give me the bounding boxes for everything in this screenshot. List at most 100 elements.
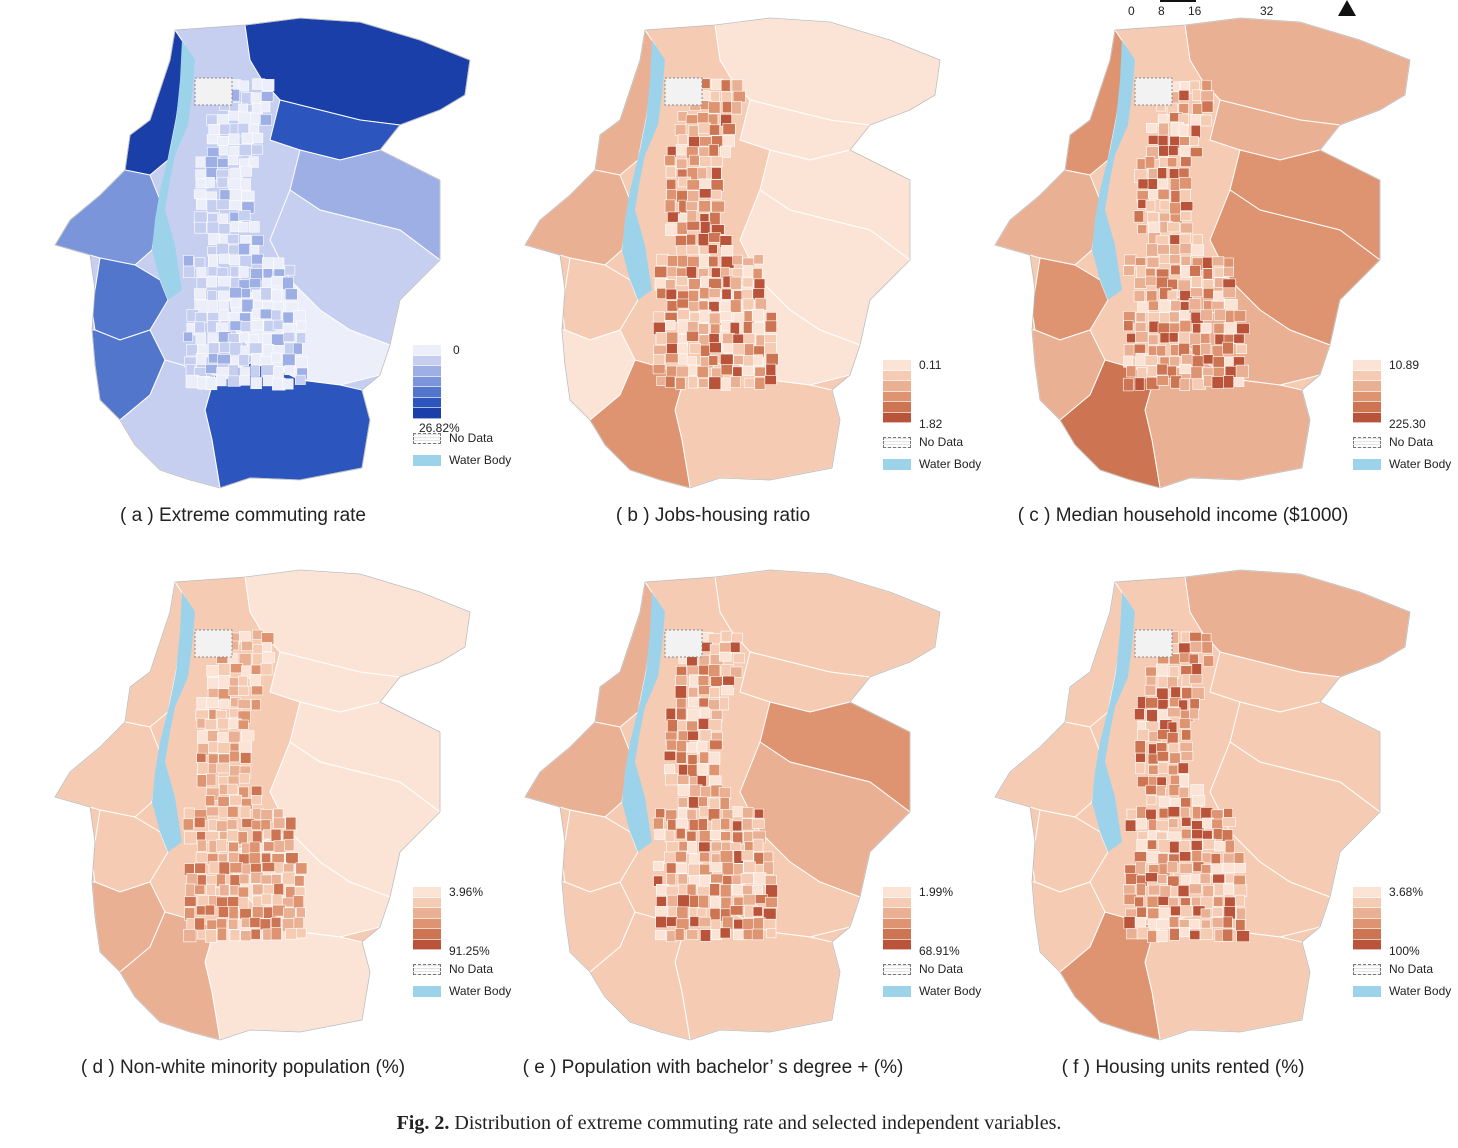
census-tract <box>676 158 688 169</box>
census-tract <box>285 852 299 865</box>
legend-min-label: 3.96% <box>449 885 484 899</box>
census-tract <box>1211 818 1224 830</box>
census-tract <box>273 817 286 829</box>
census-tract <box>215 322 229 333</box>
census-tract <box>1156 929 1168 943</box>
census-tract <box>655 916 668 929</box>
census-tract <box>652 364 666 375</box>
census-tract <box>688 125 699 138</box>
census-tract <box>1136 265 1147 279</box>
census-tract <box>698 841 711 853</box>
census-tract <box>1235 344 1247 355</box>
census-tract <box>205 795 216 807</box>
census-tract <box>1156 663 1169 676</box>
census-tract <box>1233 884 1248 897</box>
census-tract <box>1146 709 1158 723</box>
census-tract <box>655 332 669 345</box>
census-tract <box>293 916 304 930</box>
scale-tick-8: 8 <box>1158 4 1165 18</box>
legend-swatch <box>883 360 911 371</box>
legend-no-data-swatch <box>883 964 911 975</box>
legend-swatch <box>1353 412 1381 423</box>
census-tract <box>205 156 219 169</box>
census-tract <box>665 862 677 875</box>
census-tract <box>689 343 702 355</box>
legend-water-label: Water Body <box>449 984 512 998</box>
census-tract <box>206 276 218 288</box>
legend-swatch <box>413 918 441 929</box>
census-tract <box>1155 785 1166 797</box>
census-tract <box>709 342 722 354</box>
legend-swatch <box>413 408 441 419</box>
legend-swatch <box>883 402 911 413</box>
census-tract <box>721 684 734 696</box>
census-tract <box>252 132 264 144</box>
census-tract <box>208 741 219 754</box>
census-tract <box>1167 278 1178 290</box>
census-tract <box>227 375 241 387</box>
legend-no-data-label: No Data <box>1389 435 1434 449</box>
map-panel-extreme-commuting: 0 26.82% No Data Water Body ( a ) Extreme co… <box>0 0 511 560</box>
census-tract <box>218 309 229 322</box>
census-tract <box>732 366 743 377</box>
census-tract <box>709 211 721 226</box>
census-tract <box>743 861 756 873</box>
census-tract <box>1179 145 1191 156</box>
census-tract <box>674 235 688 247</box>
legend-swatch <box>1353 391 1381 402</box>
census-tract <box>284 342 294 355</box>
census-tract <box>1147 134 1160 145</box>
census-tract <box>709 686 720 698</box>
census-tract <box>708 232 721 243</box>
census-tract <box>699 929 711 942</box>
census-tract <box>249 917 261 928</box>
panel-caption: ( a ) Extreme commuting rate <box>119 505 367 526</box>
no-data-area <box>1134 77 1173 106</box>
census-tract <box>1222 341 1234 355</box>
census-tract <box>700 785 712 798</box>
census-tract <box>677 353 689 365</box>
census-tract <box>699 188 712 199</box>
census-tract <box>1145 666 1159 677</box>
census-tract <box>251 795 263 806</box>
census-tract <box>238 685 250 696</box>
legend-swatch <box>1353 381 1381 392</box>
census-tract <box>674 928 685 941</box>
census-tract <box>700 221 711 234</box>
census-tract <box>1211 256 1225 267</box>
census-tract <box>654 265 668 278</box>
census-tract <box>688 796 700 809</box>
census-tract <box>721 288 732 300</box>
census-tract <box>238 144 252 157</box>
census-tract <box>285 928 299 940</box>
census-tract <box>720 896 732 910</box>
census-tract <box>1123 320 1134 332</box>
census-tract <box>687 708 700 723</box>
census-tract <box>259 918 271 931</box>
census-tract <box>709 883 720 897</box>
census-tract <box>1147 365 1158 377</box>
census-tract <box>677 134 689 146</box>
census-tract <box>1224 873 1235 884</box>
census-tract <box>216 820 228 832</box>
census-tract <box>238 266 249 278</box>
census-tract <box>1233 377 1245 387</box>
census-tract <box>1180 751 1194 762</box>
legend-swatch <box>1353 939 1381 950</box>
census-tract <box>697 818 708 831</box>
census-tract <box>252 830 263 844</box>
census-tract <box>732 831 744 845</box>
census-tract <box>1192 103 1203 116</box>
census-tract <box>1148 764 1159 775</box>
census-tract <box>686 179 700 191</box>
census-tract <box>184 896 197 907</box>
census-tract <box>217 906 229 918</box>
census-tract <box>1179 862 1193 874</box>
census-tract <box>250 928 261 940</box>
census-tract <box>708 719 722 732</box>
census-tract <box>1169 311 1180 323</box>
legend-no-data-swatch <box>1353 964 1381 975</box>
census-tract <box>752 838 764 852</box>
census-tract <box>1213 267 1226 278</box>
census-tract <box>744 343 755 357</box>
